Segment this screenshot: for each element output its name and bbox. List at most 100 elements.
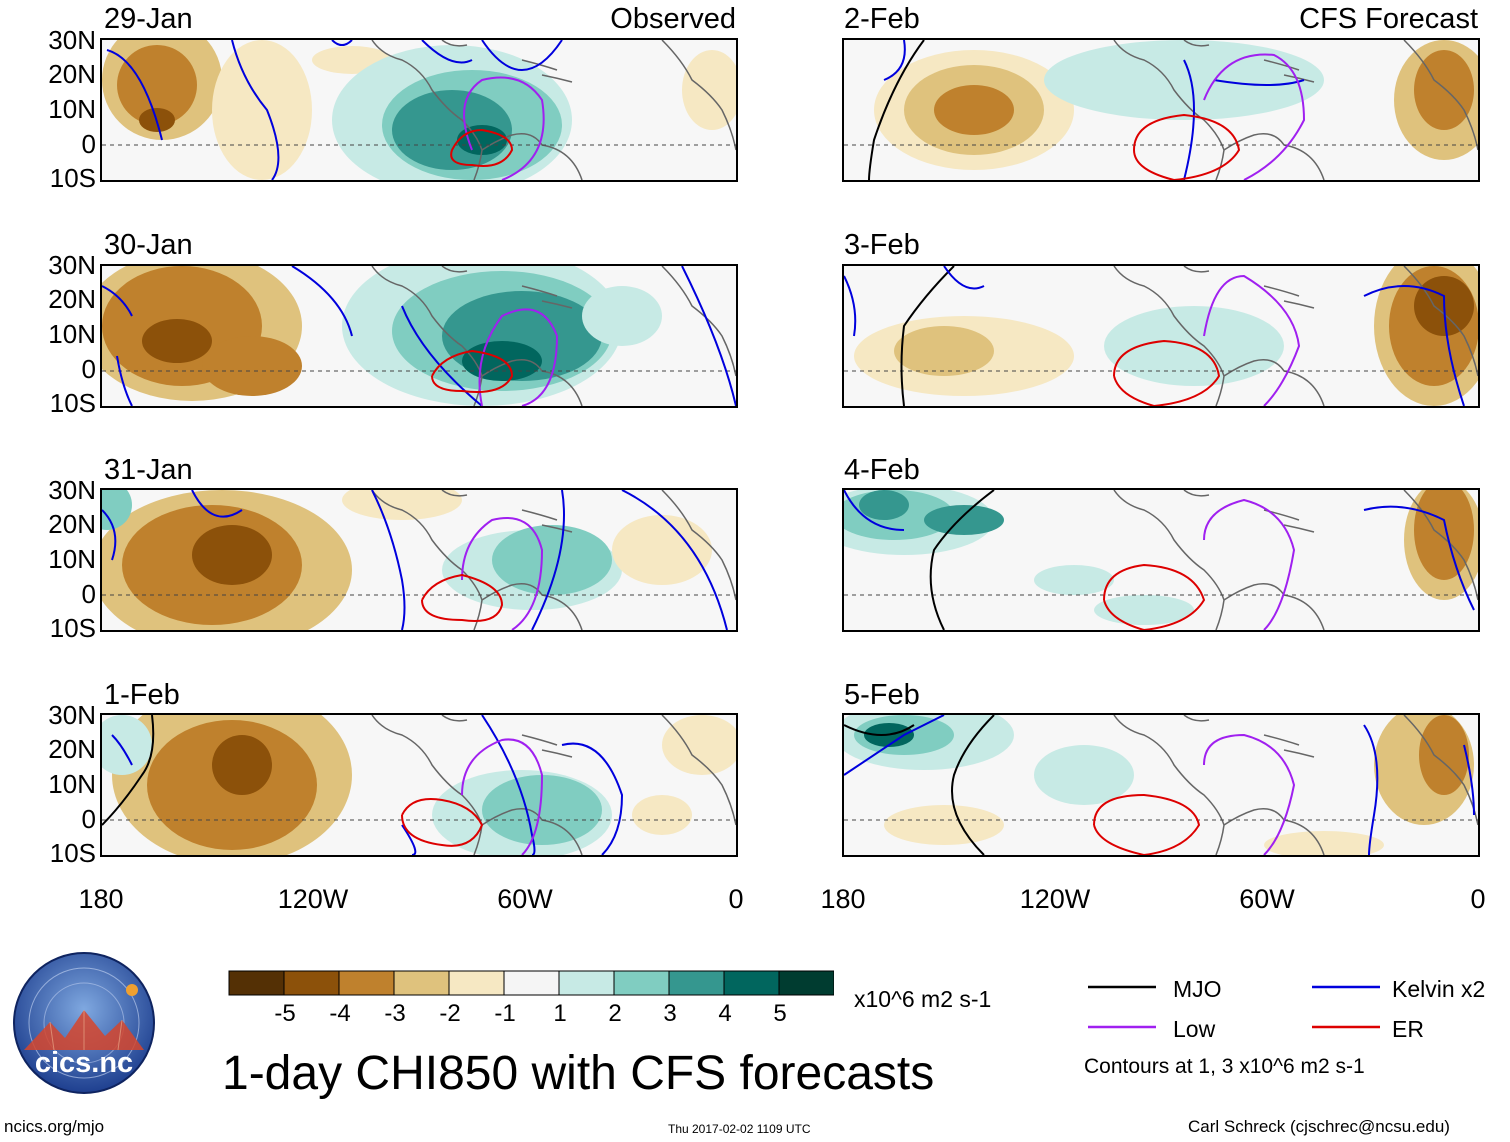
colorbar-swatches [228, 970, 834, 996]
map-panel [842, 713, 1480, 857]
lat-label: 10N [48, 544, 96, 574]
lat-label: 0 [81, 129, 96, 159]
map-figure [844, 715, 1478, 855]
red-contour [1113, 339, 1221, 406]
blue-contour [106, 40, 563, 180]
map-figure [102, 40, 736, 180]
map-panel [100, 38, 738, 182]
red-contour [401, 798, 484, 847]
logo-text: cics.nc [34, 1047, 134, 1079]
colorbar-tick: 3 [663, 1000, 677, 1027]
red-contour [1103, 563, 1206, 630]
legend-swatches [1312, 985, 1380, 1029]
blue-contour [102, 490, 728, 630]
colorbar-swatch [723, 970, 780, 996]
lat-label: 20N [48, 284, 96, 314]
colorbar-swatch [228, 970, 285, 996]
colorbar-swatch [613, 970, 670, 996]
anomaly-area [859, 490, 909, 520]
purple-contour [461, 517, 544, 630]
anomaly-area [1094, 595, 1194, 625]
legend-label-kelvin: Kelvin x2 [1392, 976, 1486, 1002]
anomaly-area [894, 326, 994, 376]
lat-label: 10N [48, 319, 96, 349]
anomaly-area [934, 85, 1014, 135]
lat-label: 10S [49, 388, 96, 418]
anomaly-area [212, 40, 312, 180]
lon-label: 0 [728, 884, 744, 914]
lat-label: 10N [48, 94, 96, 124]
black-contour [868, 40, 925, 180]
anomaly-area [924, 505, 1004, 535]
cics-logo: cics.nc [10, 950, 158, 1096]
anomaly-area [1044, 40, 1324, 120]
map-figure [844, 266, 1478, 406]
lat-label: 10S [49, 838, 96, 868]
purple-contour [1203, 733, 1296, 855]
legend-label-mjo: MJO [1173, 976, 1222, 1002]
map-figure [102, 266, 736, 406]
anomaly-area [662, 715, 736, 775]
legend-swatches [1088, 985, 1156, 1029]
footer-credit: Carl Schreck (cjschrec@ncsu.edu) [1188, 1117, 1450, 1136]
blue-contour [102, 266, 736, 406]
colorbar-swatch [558, 970, 615, 996]
anomaly-area [1034, 565, 1114, 595]
purple-contour [1203, 498, 1296, 630]
panel-date-label: 29-Jan [104, 3, 193, 35]
anomaly-area [582, 286, 662, 346]
red-contour [1093, 793, 1201, 855]
panel-date-label: 2-Feb [844, 3, 920, 35]
anomaly-area [884, 805, 1004, 845]
anomaly-area [1264, 831, 1384, 855]
colorbar-swatch [668, 970, 725, 996]
anomaly-area [102, 715, 152, 775]
map-panel [100, 488, 738, 632]
map-figure [844, 40, 1478, 180]
coastline [371, 490, 736, 630]
coastline [371, 40, 736, 180]
observed-label: Observed [610, 3, 736, 35]
footer-timestamp: Thu 2017-02-02 1109 UTC [668, 1122, 811, 1136]
purple-contour [1203, 53, 1306, 180]
cics-logo-icon [13, 952, 155, 1094]
panel-date-label: 31-Jan [104, 454, 193, 486]
colorbar-tick: -3 [384, 1000, 406, 1027]
lat-label: 0 [81, 354, 96, 384]
map-figure [844, 490, 1478, 630]
panel-date-label: 5-Feb [844, 679, 920, 711]
anomaly-area [342, 490, 462, 520]
lon-label: 180 [78, 884, 124, 914]
purple-contour [478, 308, 559, 406]
coastline [371, 266, 736, 406]
lon-label: 60W [1239, 884, 1295, 914]
blue-contour [844, 715, 1475, 855]
anomaly-area [682, 50, 736, 130]
colorbar-tick: -5 [274, 1000, 296, 1027]
map-panel [842, 264, 1480, 408]
coastline [1113, 715, 1478, 855]
map-figure [102, 490, 736, 630]
lat-label: 10S [49, 613, 96, 643]
anomaly-area [1034, 745, 1134, 805]
map-panel [100, 264, 738, 408]
colorbar-swatch [503, 970, 560, 996]
anomaly-area [482, 775, 602, 845]
map-panel [842, 488, 1480, 632]
coastline [1113, 490, 1478, 630]
colorbar-tick: -4 [329, 1000, 351, 1027]
black-contour [900, 266, 955, 406]
colorbar-tick: 1 [553, 1000, 567, 1027]
lon-label: 0 [1470, 884, 1486, 914]
lon-label: 180 [820, 884, 866, 914]
blue-contour [844, 266, 1465, 406]
panel-date-label: 30-Jan [104, 229, 193, 261]
colorbar-swatch [283, 970, 340, 996]
cfs-forecast-label: CFS Forecast [1299, 3, 1478, 35]
red-contour [431, 349, 514, 393]
footer-url: ncics.org/mjo [4, 1117, 105, 1136]
coastline [1113, 40, 1478, 180]
lat-label: 20N [48, 509, 96, 539]
lat-label: 30N [48, 25, 96, 55]
anomaly-area [117, 45, 197, 125]
